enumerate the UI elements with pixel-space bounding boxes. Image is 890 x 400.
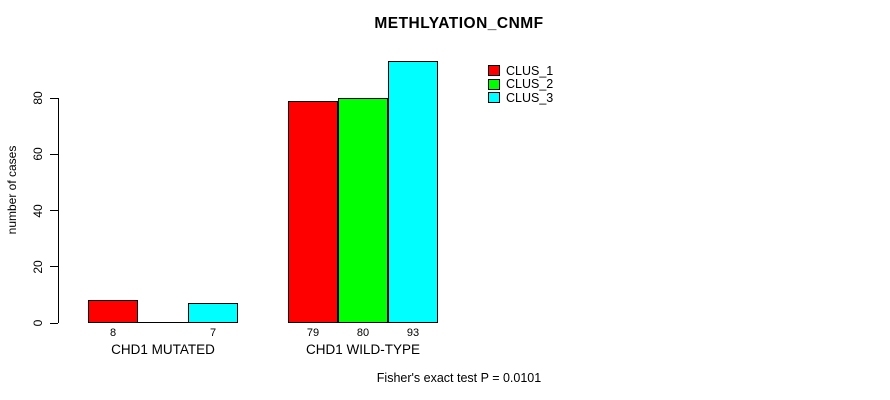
bar-clus_1-1 xyxy=(88,300,138,323)
bar-value-label: 79 xyxy=(306,327,320,339)
x-category-label: CHD1 WILD-TYPE xyxy=(305,342,420,357)
y-axis-tick-label: 60 xyxy=(31,147,45,161)
bar-value-label: 8 xyxy=(109,327,117,339)
y-axis-line xyxy=(58,98,59,323)
legend-item-clus_1: CLUS_1 xyxy=(488,64,553,78)
bar-clus_3-1 xyxy=(188,303,238,323)
y-axis-tick xyxy=(50,266,58,268)
bar-clus_3-2 xyxy=(388,61,438,323)
legend-label: CLUS_3 xyxy=(506,90,554,105)
y-axis-tick-label: 20 xyxy=(31,260,45,274)
bar-clus_1-2 xyxy=(288,101,338,323)
legend-label: CLUS_1 xyxy=(506,63,554,78)
chart-title: METHLYATION_CNMF xyxy=(374,15,544,32)
legend-swatch-icon xyxy=(488,92,500,104)
y-axis-tick xyxy=(50,322,58,324)
x-category-label: CHD1 MUTATED xyxy=(111,342,215,357)
legend: CLUS_1 CLUS_2 CLUS_3 xyxy=(488,64,553,105)
y-axis-tick-label: 40 xyxy=(31,203,45,218)
y-axis-label: number of cases xyxy=(5,145,19,235)
legend-item-clus_3: CLUS_3 xyxy=(488,91,553,105)
stat-annotation: Fisher's exact test P = 0.0101 xyxy=(376,371,542,385)
y-axis-tick xyxy=(50,97,58,99)
y-axis-tick-label: 80 xyxy=(31,91,45,105)
bar-clus_2-1-zero xyxy=(138,322,188,323)
bar-clus_2-2 xyxy=(338,98,388,323)
y-axis-tick xyxy=(50,210,58,211)
legend-swatch-icon xyxy=(488,78,500,90)
bar-value-label: 7 xyxy=(209,327,217,339)
y-axis-tick-label: 0 xyxy=(31,319,45,327)
legend-label: CLUS_2 xyxy=(506,77,554,92)
legend-item-clus_2: CLUS_2 xyxy=(488,77,554,92)
legend-swatch-icon xyxy=(488,65,500,77)
bar-value-label: 93 xyxy=(406,327,420,339)
bar-value-label: 80 xyxy=(356,327,370,339)
y-axis-tick xyxy=(50,153,58,155)
